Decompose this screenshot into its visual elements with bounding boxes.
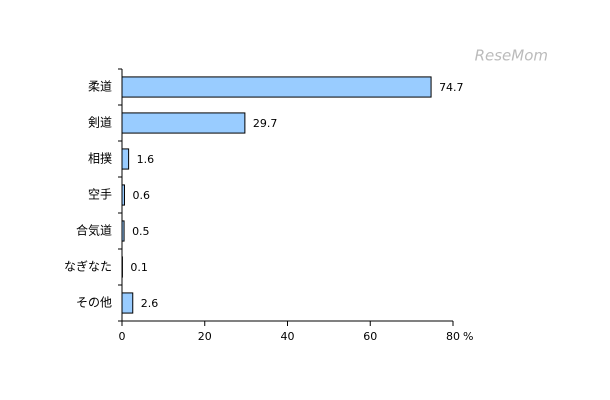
y-tick-label: 合気道 xyxy=(76,223,112,238)
value-label: 0.6 xyxy=(132,189,150,202)
y-tick-label: その他 xyxy=(76,296,112,310)
bar xyxy=(121,76,432,98)
x-unit: % xyxy=(463,330,473,343)
x-tick-label: 80 xyxy=(446,330,460,343)
value-label: 29.7 xyxy=(253,117,277,130)
bar xyxy=(121,148,130,170)
value-label: 74.7 xyxy=(439,81,464,94)
x-tick-label: 60 xyxy=(363,330,377,343)
y-tick-label: 柔道 xyxy=(88,80,112,94)
x-tick-label: 0 xyxy=(119,330,126,343)
bar xyxy=(121,184,125,206)
y-tick-label: なぎなた xyxy=(64,260,112,274)
value-label: 0.5 xyxy=(132,225,150,238)
x-tick-label: 40 xyxy=(281,330,295,343)
bar xyxy=(121,220,125,242)
x-tick-label: 20 xyxy=(198,330,212,343)
y-tick-label: 空手 xyxy=(88,188,112,202)
value-label: 1.6 xyxy=(137,153,155,166)
value-label: 2.6 xyxy=(141,297,159,310)
bar xyxy=(121,292,134,314)
watermark: ReseMom xyxy=(475,47,548,65)
bar xyxy=(121,112,246,134)
value-label: 0.1 xyxy=(130,261,148,274)
y-tick-label: 相撲 xyxy=(88,151,112,166)
y-tick-label: 剣道 xyxy=(88,116,112,130)
